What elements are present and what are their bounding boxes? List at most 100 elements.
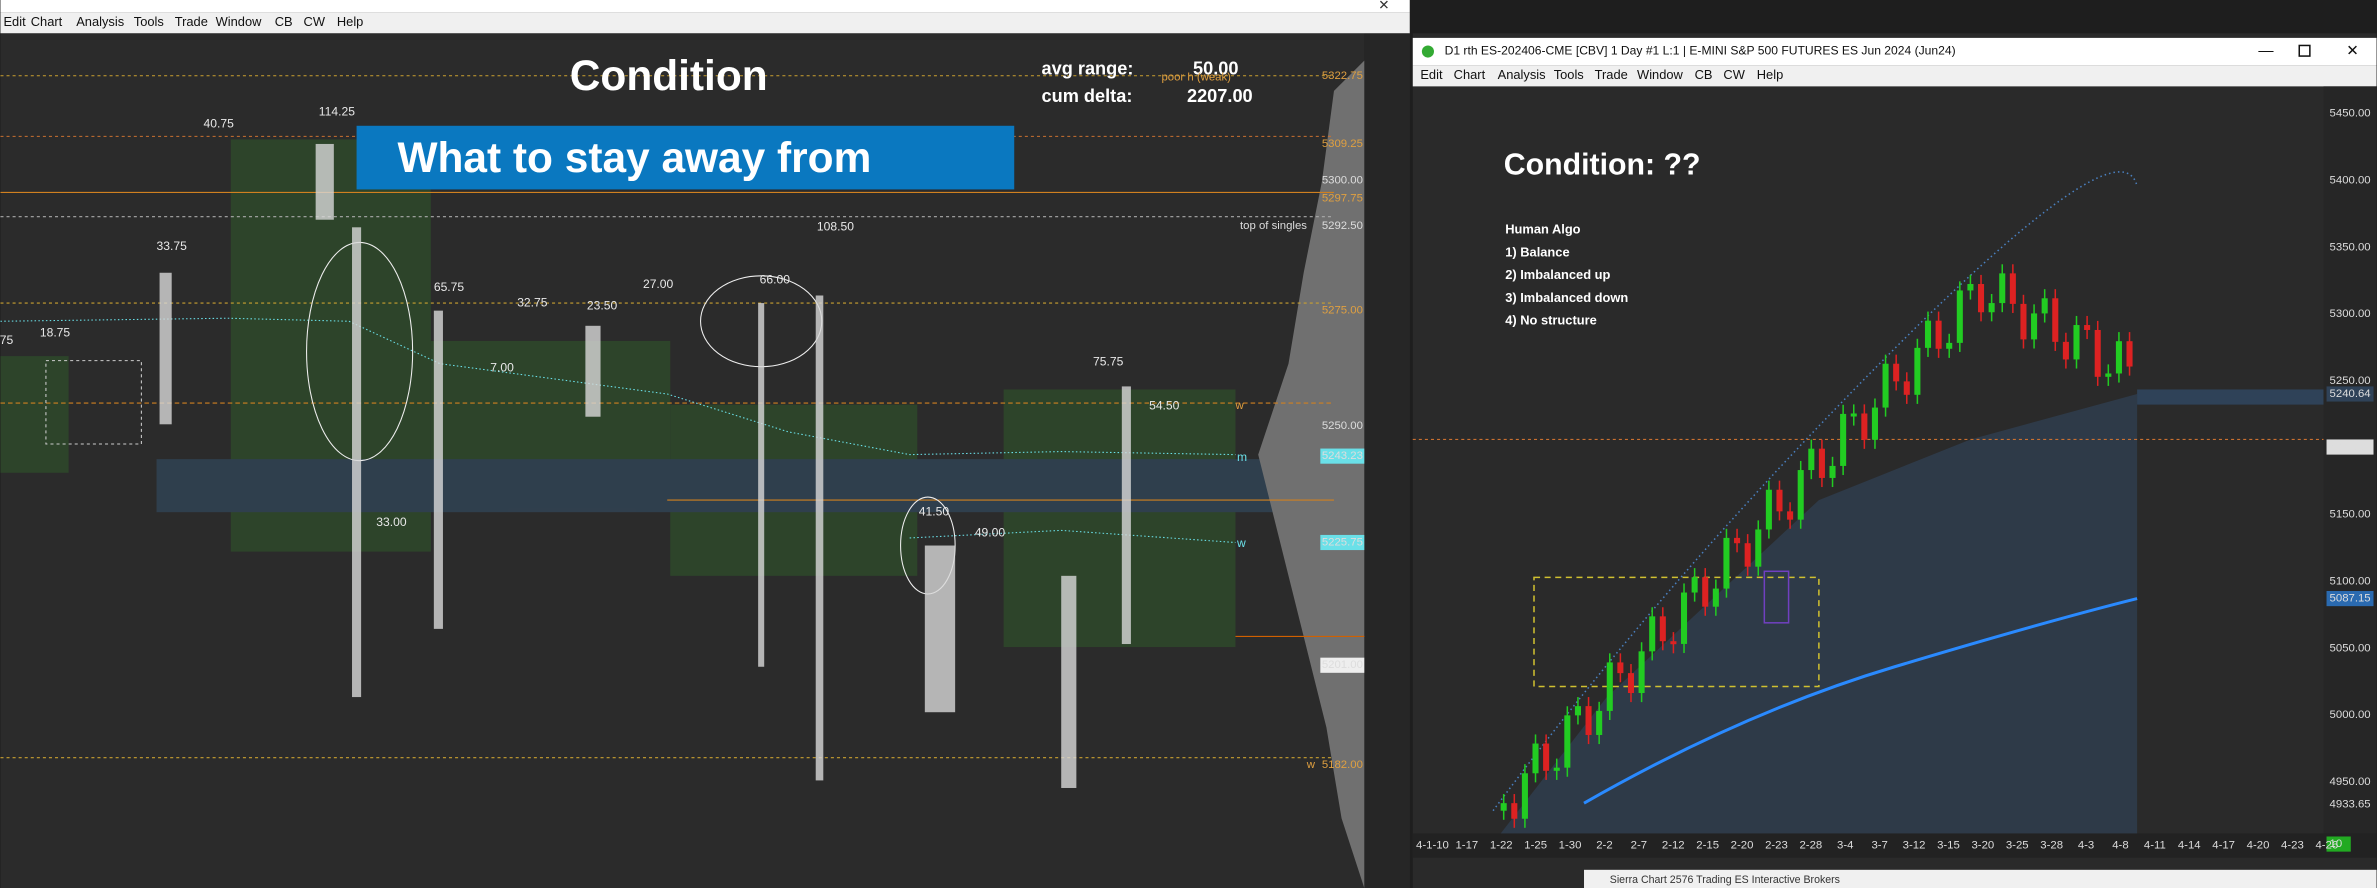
- price-marker: 10: [2330, 838, 2343, 850]
- price-axis-label: 5300.00: [2330, 308, 2371, 320]
- price-axis-label: 5400.00: [2330, 174, 2371, 186]
- date-label: 4-17: [2212, 840, 2235, 852]
- price-box: [1320, 534, 1365, 551]
- candle-body: [1797, 470, 1804, 520]
- price-box: [1320, 448, 1365, 464]
- candle-body: [1818, 448, 1825, 478]
- candle-body: [1659, 616, 1666, 642]
- minimize-button[interactable]: —: [2258, 43, 2274, 60]
- menu-item[interactable]: Window: [1637, 67, 1683, 82]
- menu-item[interactable]: Help: [337, 14, 363, 29]
- stat-label: avg range:: [1042, 59, 1134, 79]
- moving-average: [1583, 597, 2138, 805]
- price-axis: [2323, 86, 2377, 834]
- candle-body: [1564, 715, 1571, 768]
- candle-body: [1617, 662, 1624, 674]
- candle-body: [2094, 329, 2101, 377]
- candle-body: [1723, 537, 1730, 589]
- candle-body: [1861, 413, 1868, 440]
- candle-body: [1670, 641, 1677, 645]
- price-label: 5275.00: [1322, 305, 1363, 317]
- candle-body: [1924, 320, 1932, 348]
- menu-item[interactable]: Tools: [134, 14, 164, 29]
- price-label: 5250.00: [1322, 420, 1363, 432]
- candle-body: [1914, 347, 1921, 395]
- menu-item[interactable]: Edit: [3, 14, 26, 29]
- menu-item[interactable]: Trade: [1595, 67, 1628, 82]
- stat-label: cum delta:: [1042, 86, 1133, 106]
- menu-item[interactable]: Chart: [1454, 67, 1486, 82]
- menu-item[interactable]: Chart: [31, 14, 63, 29]
- candle-body: [1532, 743, 1539, 774]
- menu-item[interactable]: CW: [304, 14, 326, 29]
- close-button[interactable]: ✕: [2346, 43, 2359, 60]
- date-label: 1-25: [1524, 840, 1547, 852]
- candle-body: [1574, 706, 1581, 716]
- date-label: 4-23: [2281, 840, 2304, 852]
- date-label: 4-14: [2178, 840, 2201, 852]
- stat-value: 50.00: [1193, 59, 1238, 79]
- close-button[interactable]: ✕: [1378, 0, 1389, 13]
- price-label: 5243.23: [1322, 450, 1363, 462]
- price-label: 5322.75: [1322, 70, 1363, 82]
- candle-body: [1967, 284, 1974, 291]
- band-strip: [2137, 389, 2324, 405]
- price-label: 5300.00: [1322, 174, 1363, 186]
- right-titlebar: [1412, 37, 2377, 66]
- date-label: 3-25: [2006, 840, 2029, 852]
- candle-body: [2031, 313, 2038, 340]
- date-label: 3-12: [1903, 840, 1926, 852]
- menu-item[interactable]: Trade: [175, 14, 208, 29]
- menu-item[interactable]: Window: [216, 14, 262, 29]
- date-label: 4-26: [2315, 840, 2338, 852]
- price-marker: 4933.65: [2330, 799, 2371, 811]
- menu-item[interactable]: Help: [1757, 67, 1783, 82]
- annotation: 49.00: [975, 526, 1006, 540]
- annotation: 54.50: [1149, 398, 1180, 412]
- date-label: 4-11: [2144, 840, 2166, 852]
- date-label: 3-15: [1937, 840, 1960, 852]
- candles: [1500, 264, 2133, 828]
- annotation: 18.75: [40, 326, 71, 340]
- menu-item[interactable]: Edit: [1420, 67, 1443, 82]
- menu-item[interactable]: CW: [1723, 67, 1745, 82]
- balance-box: [1533, 576, 1820, 688]
- annotation: 41.50: [919, 504, 950, 518]
- algo-item: 4) No structure: [1505, 313, 1597, 328]
- candle-body: [1755, 529, 1762, 567]
- candle-body: [2126, 341, 2133, 367]
- menu-item[interactable]: Analysis: [76, 14, 124, 29]
- menu-item[interactable]: CB: [275, 14, 293, 29]
- date-label: 2-23: [1765, 840, 1788, 852]
- algo-item: 3) Imbalanced down: [1505, 290, 1628, 305]
- candle-body: [1978, 284, 1985, 313]
- candle-body: [1500, 803, 1507, 811]
- level-note: poor h (weak): [1161, 71, 1231, 83]
- candle-body: [1956, 290, 1963, 343]
- volume-profile: [1258, 60, 1365, 888]
- annotation: 7.00: [490, 360, 514, 374]
- level-note: w: [1306, 759, 1316, 771]
- candle-body: [1999, 273, 2006, 304]
- annotation: 27.00: [643, 277, 674, 291]
- maximize-button[interactable]: [2298, 44, 2311, 57]
- candle-body: [2084, 325, 2091, 330]
- price-label: 5182.00: [1322, 759, 1363, 771]
- date-label: 2-28: [1799, 840, 1822, 852]
- price-marker-box: [2326, 439, 2374, 455]
- annotation: 40.75: [204, 116, 235, 130]
- candle-body: [1543, 743, 1550, 771]
- menu-item[interactable]: Analysis: [1498, 67, 1546, 82]
- date-label: 2-15: [1696, 840, 1719, 852]
- marker-box: [1763, 570, 1790, 624]
- candle-body: [1649, 616, 1656, 652]
- annotation: 33.75: [157, 239, 188, 253]
- candle-body: [2052, 298, 2059, 342]
- candle-body: [1871, 407, 1878, 440]
- menu-item[interactable]: Tools: [1554, 67, 1584, 82]
- title: Condition: [570, 52, 768, 99]
- date-label: 4-20: [2247, 840, 2270, 852]
- menu-item[interactable]: CB: [1695, 67, 1713, 82]
- date-label: 4-3: [2078, 840, 2094, 852]
